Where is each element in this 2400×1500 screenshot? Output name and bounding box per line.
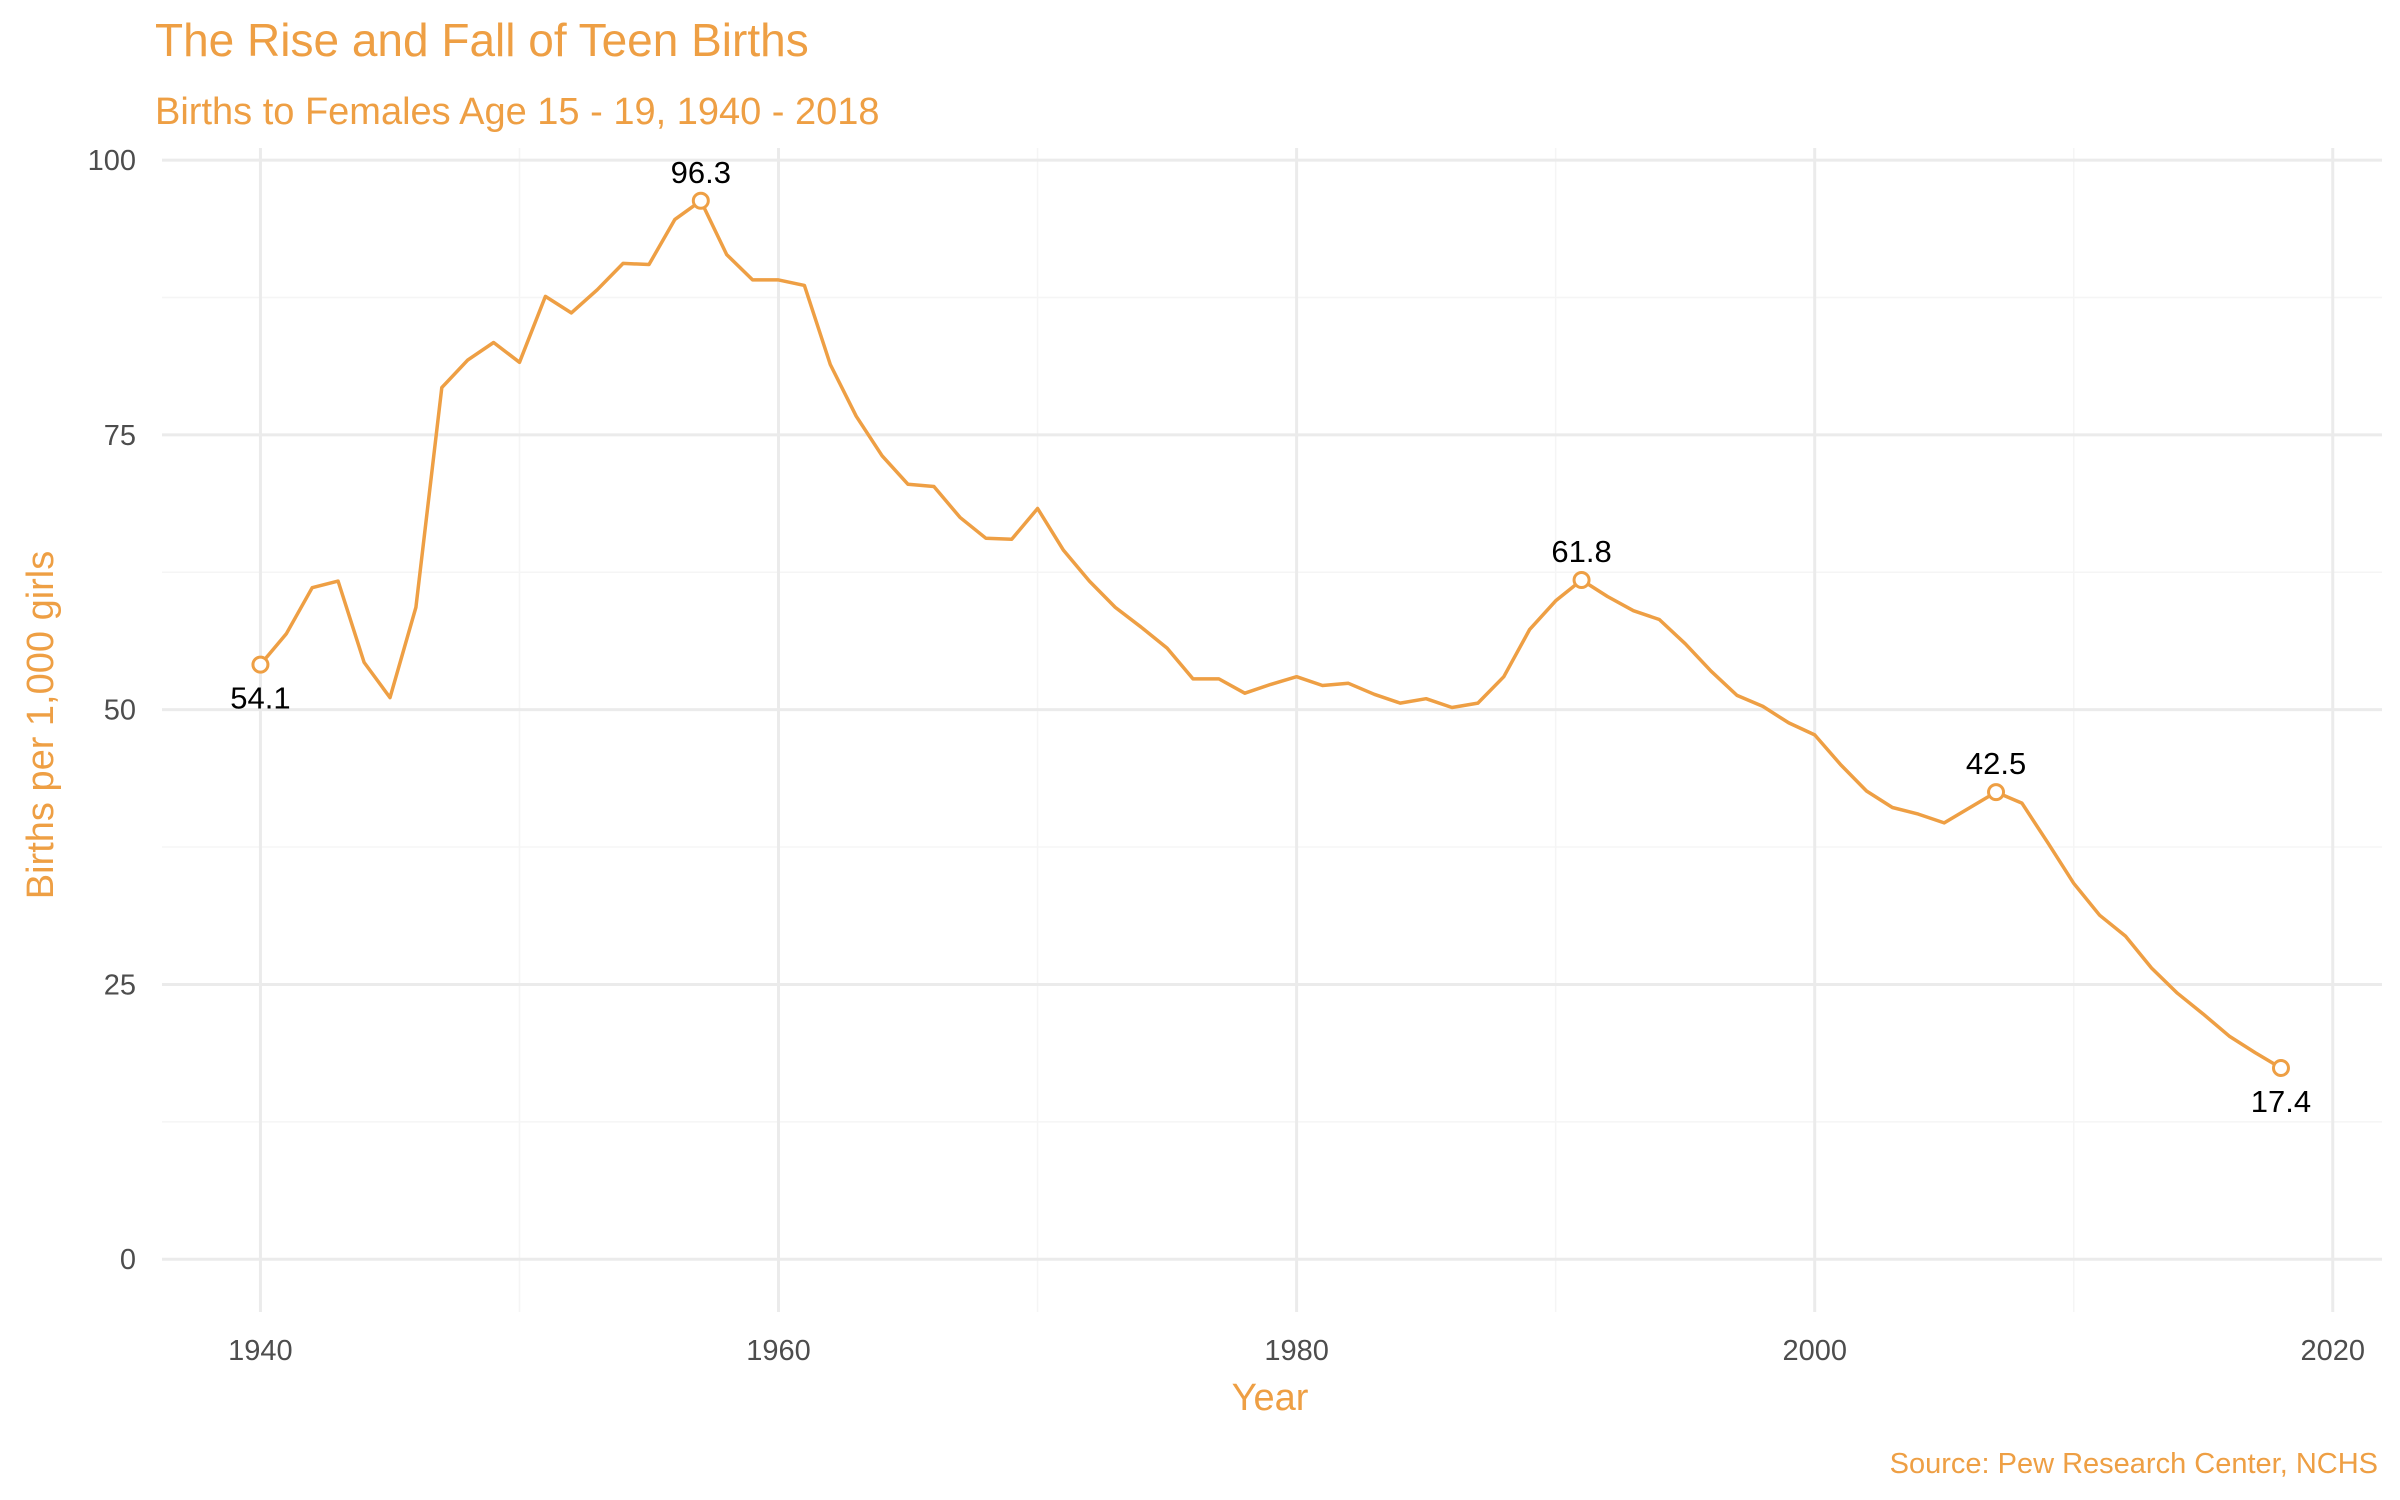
y-tick-label: 100 (88, 145, 136, 177)
gridlines (162, 148, 2382, 1312)
y-axis-title: Births per 1,000 girls (20, 551, 62, 900)
data-label: 17.4 (2251, 1084, 2311, 1119)
y-tick-label: 50 (104, 695, 136, 727)
x-tick-label: 1940 (228, 1335, 293, 1367)
chart-subtitle: Births to Females Age 15 - 19, 1940 - 20… (155, 91, 880, 133)
annotated-point (2271, 1058, 2290, 1077)
x-tick-label: 2020 (2301, 1335, 2366, 1367)
annotated-point (691, 191, 710, 210)
x-axis-title: Year (1232, 1377, 1309, 1419)
data-label: 96.3 (671, 155, 731, 190)
chart-title: The Rise and Fall of Teen Births (155, 14, 809, 66)
chart-caption: Source: Pew Research Center, NCHS (1890, 1448, 2378, 1480)
y-tick-label: 25 (104, 969, 136, 1001)
y-tick-label: 0 (120, 1244, 136, 1276)
y-axis-ticks: 0 25 50 75 100 (88, 145, 136, 1276)
series-line (258, 199, 2283, 1070)
data-label: 61.8 (1551, 534, 1611, 569)
annotated-point (1987, 783, 2006, 802)
data-label: 42.5 (1966, 746, 2026, 781)
data-labels: 54.1 96.3 61.8 42.5 17.4 (230, 155, 2311, 1119)
y-tick-label: 75 (104, 420, 136, 452)
x-tick-label: 1980 (1264, 1335, 1329, 1367)
annotated-point (251, 655, 270, 674)
x-tick-label: 2000 (1782, 1335, 1847, 1367)
x-tick-label: 1960 (746, 1335, 811, 1367)
annotated-point (1572, 570, 1591, 589)
x-axis-ticks: 1940 1960 1980 2000 2020 (228, 1335, 2365, 1367)
series-layer (251, 191, 2290, 1077)
data-label: 54.1 (230, 681, 290, 716)
